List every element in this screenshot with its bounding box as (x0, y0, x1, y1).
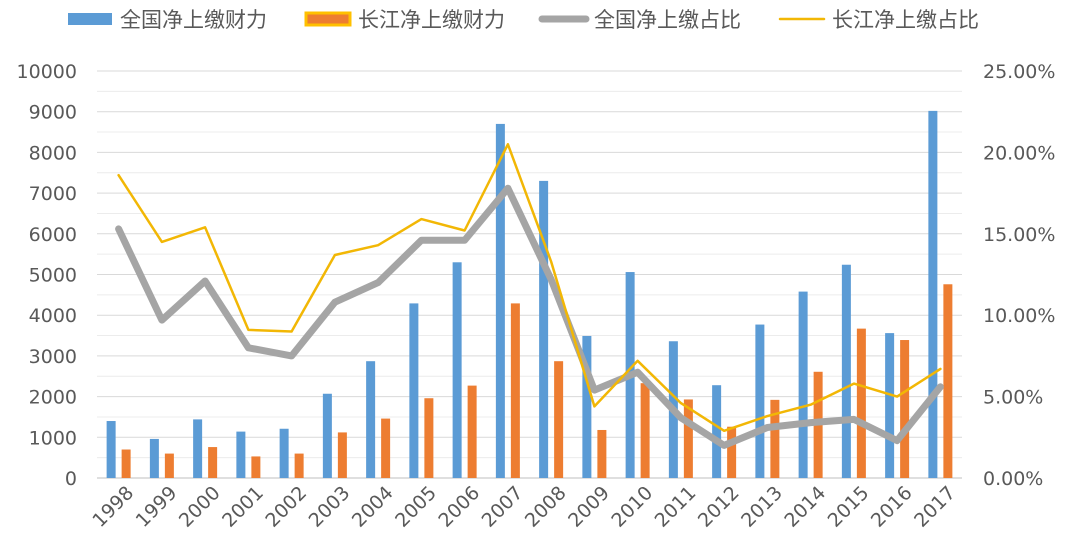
left-tick-label: 10000 (17, 61, 77, 83)
bar (495, 123, 505, 478)
bar (164, 453, 174, 478)
bar (279, 428, 289, 478)
bar (208, 447, 218, 478)
bar (337, 432, 347, 478)
left-tick-label: 8000 (29, 142, 77, 164)
bar (554, 361, 564, 478)
bar (928, 110, 938, 479)
legend-swatch (304, 11, 352, 27)
bar (424, 398, 434, 478)
legend-swatch (68, 13, 112, 25)
x-tick-label: 2007 (478, 482, 528, 532)
x-axis: 1998199920002001200220032004200520062007… (88, 482, 960, 532)
x-tick-label: 2009 (564, 482, 614, 532)
bar (322, 393, 332, 478)
series-line (115, 184, 944, 449)
right-tick-label: 0.00% (983, 468, 1043, 490)
bar (236, 431, 246, 478)
series-line (117, 143, 942, 433)
x-tick-label: 2005 (391, 482, 441, 532)
bar (539, 180, 549, 478)
x-tick-label: 2015 (824, 482, 874, 532)
left-tick-label: 3000 (29, 346, 77, 368)
legend-label: 全国净上缴占比 (594, 8, 741, 32)
x-tick-label: 2014 (780, 482, 830, 532)
bar (770, 399, 780, 478)
bar (640, 383, 650, 478)
gridlines (97, 70, 962, 479)
bar (798, 291, 808, 478)
left-tick-label: 5000 (29, 265, 77, 287)
bar (409, 303, 419, 478)
bar (381, 418, 391, 478)
bar (251, 456, 261, 478)
right-tick-label: 20.00% (983, 142, 1055, 164)
bar (106, 421, 116, 478)
x-tick-label: 2012 (694, 482, 744, 532)
x-tick-label: 2001 (218, 482, 268, 532)
bar (712, 385, 722, 478)
left-tick-label: 7000 (29, 183, 77, 205)
right-y-axis: 0.00% 5.00% 10.00% 15.00% 20.00% 25.00% (983, 61, 1055, 490)
left-tick-label: 9000 (29, 102, 77, 124)
bar (149, 438, 159, 478)
bar (121, 449, 131, 478)
x-tick-label: 2010 (607, 482, 657, 532)
x-tick-label: 2002 (261, 482, 311, 532)
x-tick-label: 2006 (434, 482, 484, 532)
bar (294, 453, 304, 478)
x-tick-label: 1999 (132, 482, 182, 532)
bar (193, 419, 203, 478)
bar (900, 340, 910, 478)
bar (366, 361, 376, 478)
left-tick-label: 0 (65, 468, 77, 490)
legend: 全国净上缴财力 长江净上缴财力 全国净上缴占比 长江净上缴占比 (68, 8, 979, 32)
bar (727, 426, 737, 478)
bar (597, 429, 607, 478)
x-tick-label: 2011 (651, 482, 701, 532)
bar (943, 284, 953, 478)
bar (841, 264, 851, 478)
right-tick-label: 25.00% (983, 61, 1055, 83)
legend-label: 全国净上缴财力 (120, 8, 267, 32)
x-tick-label: 2013 (737, 482, 787, 532)
bar (510, 303, 520, 478)
bar (885, 333, 895, 478)
bar (683, 399, 693, 478)
x-tick-label: 2004 (348, 482, 398, 532)
legend-label: 长江净上缴占比 (832, 8, 979, 32)
left-tick-label: 2000 (29, 387, 77, 409)
right-tick-label: 15.00% (983, 224, 1055, 246)
left-y-axis: 0 1000 2000 3000 4000 5000 6000 7000 8000 9000 100… (17, 61, 77, 490)
x-tick-label: 2008 (521, 482, 571, 532)
x-tick-label: 2003 (305, 482, 355, 532)
legend-label: 长江净上缴财力 (358, 8, 505, 32)
x-tick-label: 2017 (910, 482, 960, 532)
left-tick-label: 1000 (29, 427, 77, 449)
right-tick-label: 5.00% (983, 387, 1043, 409)
x-tick-label: 2000 (175, 482, 225, 532)
x-tick-label: 1998 (88, 482, 138, 532)
left-tick-label: 4000 (29, 305, 77, 327)
bar (582, 335, 592, 478)
bar (755, 324, 765, 478)
bar (856, 328, 866, 478)
right-tick-label: 10.00% (983, 305, 1055, 327)
x-tick-label: 2016 (867, 482, 917, 532)
left-tick-label: 6000 (29, 224, 77, 246)
bar (467, 385, 477, 478)
bar (452, 262, 462, 478)
line-series (115, 143, 944, 449)
